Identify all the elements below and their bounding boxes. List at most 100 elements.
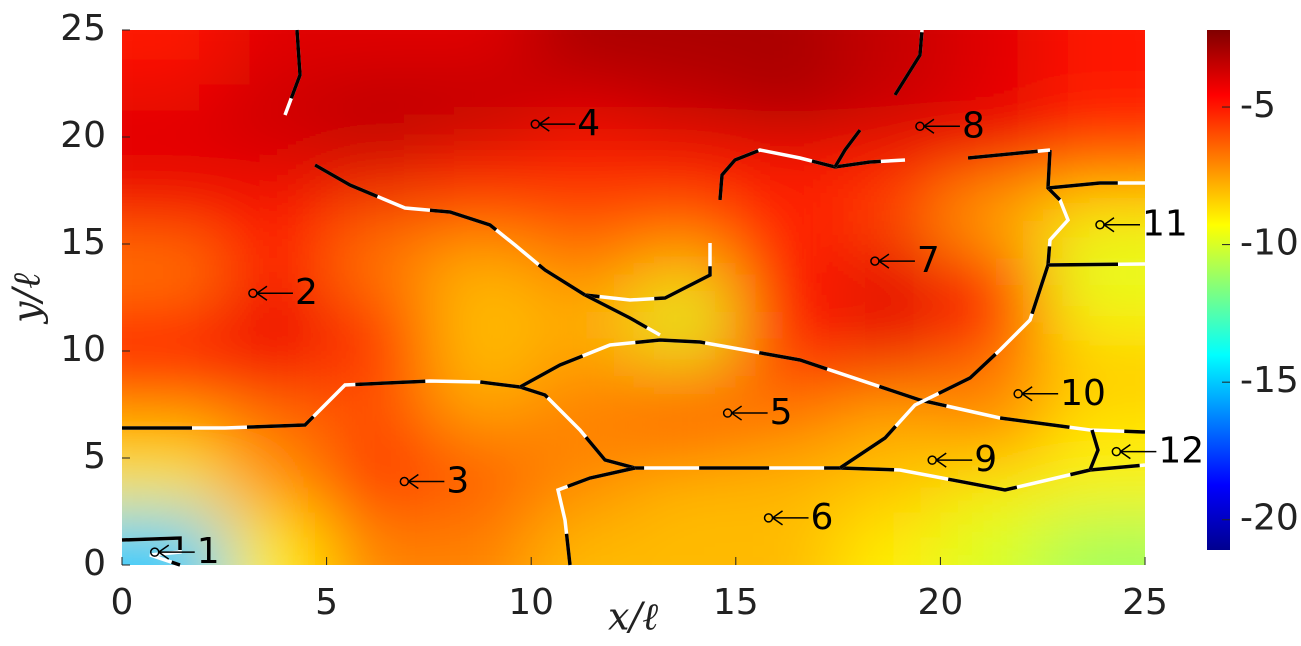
heat-cell	[1042, 190, 1145, 245]
heat-cell	[838, 244, 942, 299]
heat-cell	[428, 137, 533, 192]
heat-cell	[122, 190, 226, 245]
heat-cell	[428, 297, 533, 352]
heat-cell	[122, 83, 226, 138]
annotation-arrow	[1021, 386, 1059, 402]
colorbar	[1207, 30, 1230, 550]
boundary	[893, 29, 924, 96]
boundary	[839, 149, 1071, 470]
y-axis-label: y/ℓ	[5, 273, 49, 325]
heatmap	[122, 30, 1145, 565]
heat-cell	[428, 458, 533, 513]
boundary	[555, 466, 636, 566]
heat-cell	[633, 404, 737, 459]
heat-cell	[531, 83, 635, 138]
annotation-label: 5	[770, 392, 793, 433]
heat-cell	[940, 83, 1044, 138]
y-tick-label: 5	[83, 436, 106, 477]
heat-cell	[940, 404, 1044, 459]
x-axis-label: x/ℓ	[608, 595, 658, 639]
heat-cell	[1042, 30, 1145, 85]
heat-cell	[838, 297, 942, 352]
annotation-label: 11	[1142, 204, 1188, 245]
annotation-label: 1	[197, 531, 220, 572]
boundaries	[121, 29, 1146, 567]
boundary	[314, 163, 712, 302]
y-tick-label: 25	[60, 8, 106, 49]
x-tick-label: 20	[917, 582, 963, 623]
heat-cell	[940, 511, 1044, 565]
heat-cell	[735, 190, 840, 245]
heat-cell	[428, 30, 533, 85]
annotation-label: 2	[295, 272, 318, 313]
heat-cell	[735, 511, 840, 565]
heat-cell	[428, 244, 533, 299]
boundary	[718, 148, 906, 201]
heat-cell	[1042, 351, 1145, 406]
colorbar-tick-label: -5	[1240, 85, 1276, 126]
annotation-label: 8	[962, 105, 985, 146]
boundary	[122, 379, 1146, 492]
heat-cell	[326, 404, 430, 459]
boundary	[967, 148, 1051, 160]
heat-cell	[1042, 511, 1145, 565]
heat-cell	[428, 83, 533, 138]
heat-cell	[940, 137, 1044, 192]
annotation-arrow	[935, 452, 973, 468]
annotation-arrow	[731, 405, 768, 421]
boundary	[584, 293, 661, 337]
heat-cell	[633, 511, 737, 565]
heat-cell	[940, 190, 1044, 245]
heat-cell	[224, 511, 328, 565]
annotation-label: 6	[811, 497, 834, 538]
colorbar-tick-label: -15	[1240, 360, 1299, 401]
heat-cell	[224, 297, 328, 352]
heat-cell	[838, 83, 942, 138]
heat-cell	[633, 30, 737, 85]
heat-cell	[633, 458, 737, 513]
x-tick-label: 10	[508, 582, 554, 623]
heat-cell	[428, 511, 533, 565]
heat-cell	[326, 511, 430, 565]
boundary	[283, 29, 302, 116]
heat-cell	[224, 137, 328, 192]
colorbar-tick-label: -10	[1240, 223, 1299, 264]
boundary	[121, 536, 182, 567]
heat-cell	[428, 190, 533, 245]
annotation-arrow	[256, 285, 293, 301]
heat-cell	[531, 511, 635, 565]
heat-cell	[531, 30, 635, 85]
heat-cell	[122, 351, 226, 406]
boundary	[519, 338, 1146, 434]
plot-area	[122, 30, 1145, 565]
heat-cell	[531, 137, 635, 192]
boundary	[1047, 262, 1146, 267]
x-tick-label: 25	[1122, 582, 1168, 623]
heat-cell	[122, 458, 226, 513]
boundary	[833, 128, 862, 168]
annotation-arrow	[772, 510, 809, 526]
heat-cell	[122, 404, 226, 459]
heat-cell	[633, 351, 737, 406]
y-tick-label: 10	[60, 329, 106, 370]
annotation-label: 4	[577, 103, 600, 144]
heat-cell	[326, 83, 430, 138]
annotation-arrow	[158, 544, 195, 560]
heat-cell	[224, 30, 328, 85]
heat-cell	[735, 30, 840, 85]
heat-cell	[531, 190, 635, 245]
heat-cell	[633, 244, 737, 299]
heat-cell	[940, 30, 1044, 85]
heat-cell	[428, 404, 533, 459]
heat-cell	[326, 297, 430, 352]
annotation-arrow	[923, 118, 960, 134]
heat-cell	[224, 244, 328, 299]
annotation-arrow	[407, 473, 445, 490]
heat-cell	[122, 30, 226, 85]
heat-cell	[122, 137, 226, 192]
heat-cell	[326, 30, 430, 85]
heat-cell	[633, 297, 737, 352]
heat-cell	[1042, 83, 1145, 138]
annotation-label: 7	[917, 240, 940, 281]
x-tick-label: 5	[315, 582, 338, 623]
